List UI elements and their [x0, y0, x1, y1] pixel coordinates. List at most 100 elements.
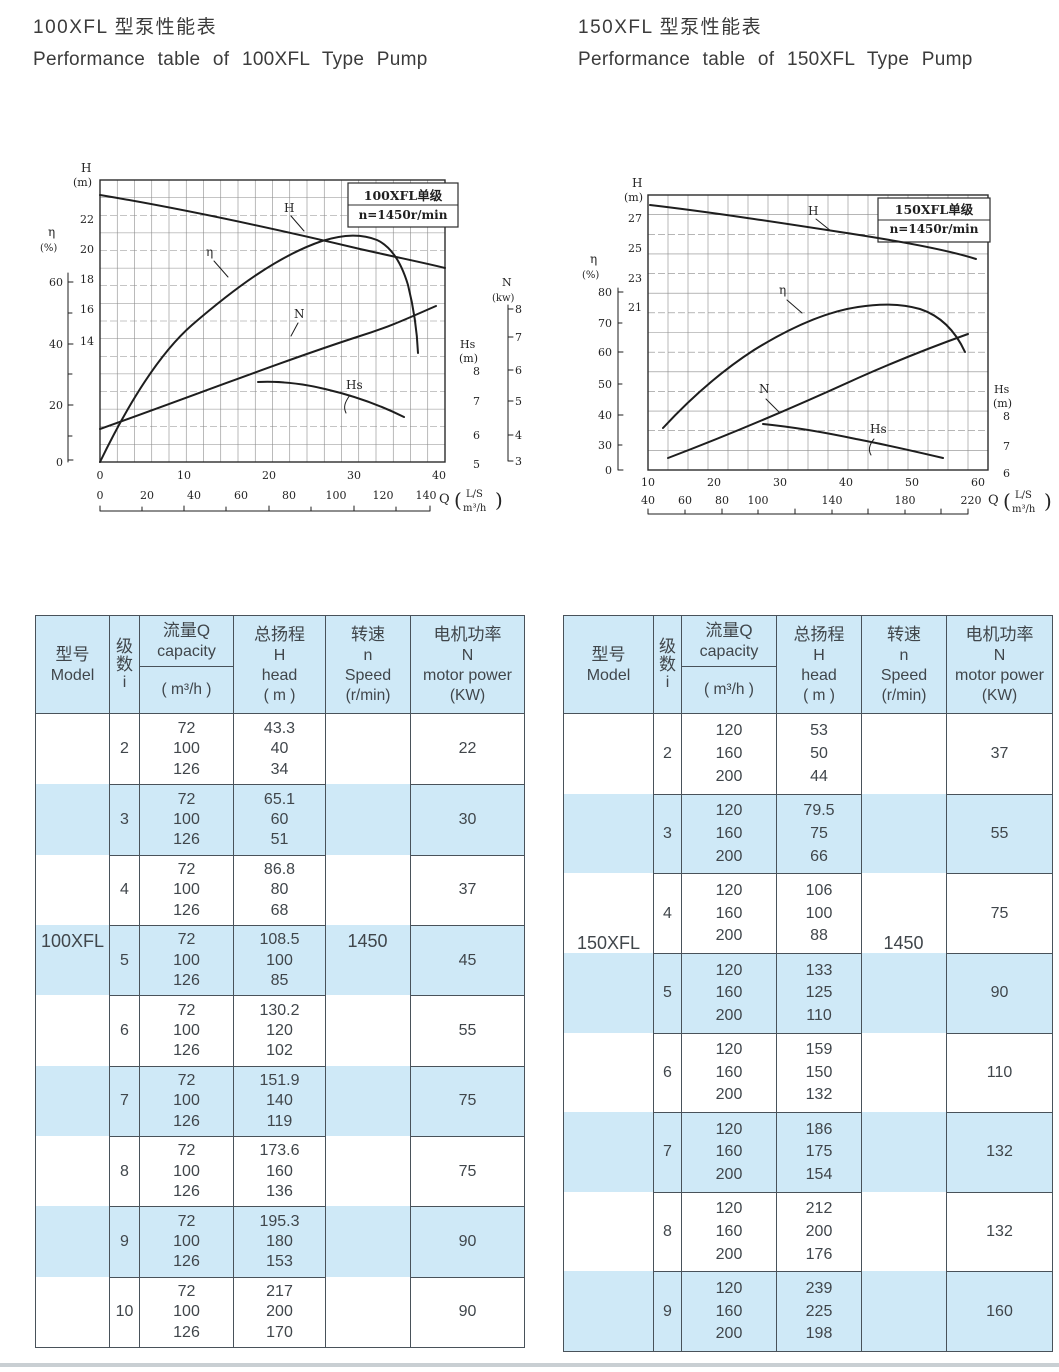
speed-column-cell — [861, 1112, 946, 1192]
speed-column-cell — [861, 1271, 946, 1351]
svg-text:N: N — [294, 307, 305, 321]
speed-column-cell — [325, 1206, 410, 1277]
chart-svg-150xfl: 150XFL单级n=1450r/minH(m)27252321η(%)80706… — [582, 176, 1052, 515]
svg-text:16: 16 — [80, 303, 94, 316]
stage-count-cell: 2 — [653, 714, 681, 794]
header-model: 型号 Model — [586, 644, 631, 684]
performance-table-150xfl: 型号 Model 级 数 i 流量Q capacity ( m³/h ) — [563, 615, 1053, 1352]
stage-count-cell: 3 — [653, 793, 681, 874]
head-cell: 133 125 110 — [776, 952, 861, 1033]
stage-count-cell: 9 — [653, 1271, 681, 1351]
section-100xfl: 100XFL 型泵性能表 Performance table of 100XFL… — [30, 12, 530, 1362]
svg-text:(kw): (kw) — [492, 293, 515, 304]
stage-count-cell: 4 — [109, 854, 139, 925]
svg-text:(%): (%) — [582, 270, 599, 281]
motor-power-cell: 90 — [410, 1206, 524, 1277]
header-power: 电机功率 N motor power (KW) — [410, 616, 524, 713]
title-en: Performance table of 100XFL Type Pump — [33, 49, 428, 70]
table-row: 10 72 100 126 217 200 170 90 — [36, 1276, 524, 1347]
motor-power-cell: 90 — [410, 1276, 524, 1347]
svg-text:Hs: Hs — [994, 383, 1010, 396]
motor-power-cell: 55 — [410, 995, 524, 1066]
svg-text:70: 70 — [598, 317, 612, 330]
header-capacity: 流量Q capacity ( m³/h ) — [681, 616, 776, 713]
head-cell: 106 100 88 — [776, 873, 861, 953]
svg-text:Q: Q — [439, 492, 450, 507]
motor-power-cell: 75 — [410, 1135, 524, 1207]
motor-power-cell: 132 — [946, 1191, 1052, 1272]
model-column-cell — [564, 714, 653, 794]
table-body: 2 72 100 126 43.3 40 34 22 3 72 100 126 … — [36, 714, 524, 1347]
table-row: 9 72 100 126 195.3 180 153 90 — [36, 1206, 524, 1277]
speed-column-cell — [325, 784, 410, 855]
svg-text:0: 0 — [97, 469, 104, 482]
svg-text:20: 20 — [262, 469, 276, 482]
svg-text:7: 7 — [1003, 440, 1010, 453]
svg-text:n=1450r/min: n=1450r/min — [359, 208, 448, 222]
svg-text:10: 10 — [641, 476, 655, 489]
title-zh: 100XFL 型泵性能表 — [33, 17, 218, 38]
table-header: 型号 Model 级 数 i 流量Q capacity ( m³/h ) — [564, 616, 1052, 714]
svg-text:40: 40 — [598, 409, 612, 422]
svg-text:27: 27 — [628, 212, 642, 225]
svg-text:): ) — [495, 488, 503, 512]
svg-text:η: η — [779, 283, 786, 297]
motor-power-cell: 75 — [946, 873, 1052, 953]
performance-table-100xfl: 型号 Model 级 数 i 流量Q capacity ( m³/h ) — [35, 615, 525, 1348]
header-speed: 转速 n Speed (r/min) — [861, 616, 946, 713]
svg-text:8: 8 — [473, 365, 480, 378]
stage-count-cell: 7 — [653, 1112, 681, 1192]
svg-text:0: 0 — [56, 456, 63, 469]
capacity-cell: 72 100 126 — [139, 854, 233, 925]
stage-count-cell: 10 — [109, 1276, 139, 1347]
model-column-cell — [564, 1033, 653, 1113]
svg-text:80: 80 — [282, 489, 296, 502]
svg-text:(m): (m) — [459, 352, 478, 365]
svg-text:H: H — [81, 161, 91, 175]
svg-text:40: 40 — [432, 469, 446, 482]
model-column-cell — [36, 1136, 109, 1206]
capacity-cell: 120 160 200 — [681, 952, 776, 1033]
model-column-cell — [564, 1112, 653, 1192]
svg-text:18: 18 — [80, 273, 94, 286]
head-cell: 79.5 75 66 — [776, 793, 861, 874]
svg-text:80: 80 — [715, 494, 729, 507]
table-row: 4 72 100 126 86.8 80 68 37 — [36, 854, 524, 925]
svg-text:η: η — [206, 245, 213, 259]
svg-text:20: 20 — [140, 489, 154, 502]
svg-text:40: 40 — [641, 494, 655, 507]
svg-text:120: 120 — [373, 489, 394, 502]
table-row: 8 120 160 200 212 200 176 132 — [564, 1191, 1052, 1272]
capacity-cell: 120 160 200 — [681, 1271, 776, 1351]
title-zh: 150XFL 型泵性能表 — [578, 17, 763, 38]
speed-column-cell — [325, 995, 410, 1066]
speed-column-cell — [325, 1065, 410, 1136]
model-column-cell — [36, 784, 109, 854]
stage-count-cell: 9 — [109, 1206, 139, 1277]
svg-text:40: 40 — [839, 476, 853, 489]
stage-count-cell: 4 — [653, 873, 681, 953]
table-header: 型号 Model 级 数 i 流量Q capacity ( m³/h ) — [36, 616, 524, 714]
svg-text:50: 50 — [905, 476, 919, 489]
performance-chart-100xfl: 100XFL单级 n=1450r/min H (m) 22 20 18 16 14 η (%) 60 4… — [30, 155, 530, 540]
motor-power-cell: 132 — [946, 1112, 1052, 1192]
motor-power-cell: 37 — [410, 854, 524, 925]
capacity-cell: 120 160 200 — [681, 1112, 776, 1192]
svg-text:Hs: Hs — [870, 422, 887, 436]
svg-text:60: 60 — [234, 489, 248, 502]
page-edge-line — [0, 1363, 1059, 1367]
speed-column-cell — [861, 793, 946, 874]
svg-text:20: 20 — [707, 476, 721, 489]
stage-count-cell: 3 — [109, 784, 139, 855]
speed-column-cell — [325, 1276, 410, 1347]
table-row: 7 72 100 126 151.9 140 119 75 — [36, 1065, 524, 1136]
svg-text:21: 21 — [628, 301, 642, 314]
stage-count-cell: 2 — [109, 714, 139, 785]
svg-text:23: 23 — [628, 272, 642, 285]
svg-text:(m): (m) — [73, 176, 92, 189]
header-stage: 级 数 i — [109, 616, 139, 713]
svg-text:8: 8 — [515, 303, 522, 316]
svg-text:100XFL单级: 100XFL单级 — [364, 188, 443, 203]
motor-power-cell: 22 — [410, 714, 524, 785]
model-column-cell — [564, 953, 653, 1033]
